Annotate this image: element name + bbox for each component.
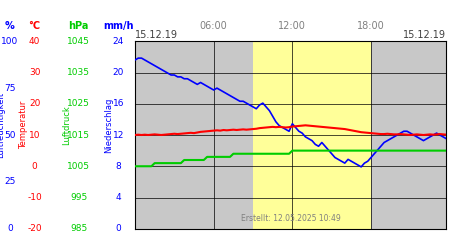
Text: 06:00: 06:00: [200, 21, 228, 31]
Text: -20: -20: [27, 224, 42, 233]
Text: 15.12.19: 15.12.19: [403, 30, 446, 40]
Text: 0: 0: [116, 224, 121, 233]
Text: Erstellt: 12.05.2025 10:49: Erstellt: 12.05.2025 10:49: [241, 214, 341, 223]
Text: 1005: 1005: [67, 162, 90, 171]
Text: 20: 20: [29, 99, 40, 108]
Text: mm/h: mm/h: [103, 21, 134, 31]
Text: 100: 100: [1, 37, 18, 46]
Text: 995: 995: [70, 193, 87, 202]
Text: hPa: hPa: [68, 21, 89, 31]
Text: -10: -10: [27, 193, 42, 202]
Text: 18:00: 18:00: [357, 21, 385, 31]
Text: 1035: 1035: [67, 68, 90, 77]
Text: 15.12.19: 15.12.19: [135, 30, 178, 40]
Text: 985: 985: [70, 224, 87, 233]
Bar: [253, 41, 371, 229]
Text: Luftdruck: Luftdruck: [62, 105, 71, 145]
Text: 12:00: 12:00: [279, 21, 306, 31]
Text: 1015: 1015: [67, 130, 90, 140]
Text: 0: 0: [7, 224, 13, 233]
Text: 4: 4: [116, 193, 121, 202]
Text: 0: 0: [32, 162, 37, 171]
Text: 10: 10: [29, 130, 40, 140]
Text: 16: 16: [112, 99, 124, 108]
Text: %: %: [5, 21, 15, 31]
Text: °C: °C: [29, 21, 40, 31]
Text: 24: 24: [112, 37, 124, 46]
Text: 20: 20: [112, 68, 124, 77]
Text: 1025: 1025: [68, 99, 90, 108]
Text: 8: 8: [116, 162, 121, 171]
Text: Niederschlag: Niederschlag: [104, 97, 113, 153]
Text: 30: 30: [29, 68, 40, 77]
Text: 50: 50: [4, 130, 16, 140]
Text: 75: 75: [4, 84, 16, 92]
Text: Temperatur: Temperatur: [19, 101, 28, 149]
Text: 25: 25: [4, 178, 16, 186]
Text: 40: 40: [29, 37, 40, 46]
Text: 12: 12: [112, 130, 124, 140]
Text: Luftfeuchtigkeit: Luftfeuchtigkeit: [0, 92, 5, 158]
Text: 1045: 1045: [68, 37, 90, 46]
